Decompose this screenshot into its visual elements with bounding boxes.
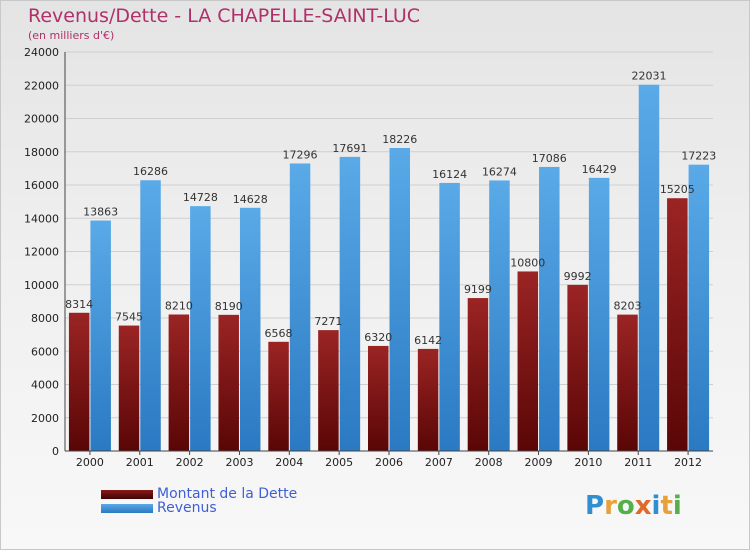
bar-revenus xyxy=(140,180,161,452)
data-label-dette: 10800 xyxy=(510,256,545,269)
bar-dette xyxy=(667,198,688,451)
data-label-dette: 6142 xyxy=(414,334,442,347)
y-tick-label: 10000 xyxy=(24,279,59,292)
bar-revenus xyxy=(239,207,261,451)
data-label-revenus: 22031 xyxy=(631,70,666,83)
bar-dette xyxy=(118,325,140,451)
logo-letter: x xyxy=(634,491,652,521)
y-tick-label: 14000 xyxy=(24,212,59,225)
data-label-revenus: 17086 xyxy=(532,152,567,165)
bar-dette xyxy=(168,314,190,451)
y-tick-label: 20000 xyxy=(24,113,59,126)
bar-revenus xyxy=(489,180,510,451)
chart-title: Revenus/Dette - LA CHAPELLE-SAINT-LUC xyxy=(28,5,421,27)
x-tick-label: 2008 xyxy=(475,456,503,469)
bar-dette xyxy=(318,330,339,451)
bar-dette xyxy=(368,345,389,451)
legend-swatch-revenus xyxy=(101,503,153,513)
logo-letter: i xyxy=(672,491,682,521)
data-label-dette: 8210 xyxy=(165,300,193,313)
legend-swatch-dette xyxy=(101,489,153,499)
x-tick-label: 2011 xyxy=(624,456,652,469)
logo-letter: r xyxy=(604,491,617,521)
x-tick-label: 2012 xyxy=(674,456,702,469)
bar-revenus xyxy=(539,166,560,451)
bar-dette xyxy=(417,348,439,451)
bar-dette xyxy=(617,314,638,451)
y-tick-label: 8000 xyxy=(31,312,59,325)
x-tick-label: 2002 xyxy=(176,456,204,469)
bar-revenus xyxy=(90,220,111,451)
data-label-revenus: 17223 xyxy=(681,150,716,163)
logo-letter: P xyxy=(585,491,605,521)
y-tick-label: 12000 xyxy=(24,246,59,259)
bar-revenus xyxy=(389,147,410,452)
proxiti-logo: Proxiti xyxy=(585,491,682,521)
data-label-dette: 8190 xyxy=(215,300,243,313)
data-label-revenus: 17296 xyxy=(283,148,318,161)
legend: Montant de la Dette Revenus xyxy=(101,487,297,515)
x-tick-label: 2004 xyxy=(275,456,303,469)
y-tick-label: 6000 xyxy=(31,345,59,358)
bar-revenus xyxy=(289,163,311,452)
x-tick-label: 2010 xyxy=(574,456,602,469)
data-label-revenus: 16286 xyxy=(133,165,168,178)
x-tick-label: 2000 xyxy=(76,456,104,469)
data-label-dette: 9199 xyxy=(464,283,492,296)
bar-dette xyxy=(467,298,489,451)
bar-dette xyxy=(268,341,289,451)
data-label-dette: 8314 xyxy=(65,298,93,311)
bar-revenus xyxy=(588,177,610,452)
data-label-dette: 15205 xyxy=(660,183,695,196)
data-label-revenus: 18226 xyxy=(382,133,417,146)
x-tick-label: 2009 xyxy=(525,456,553,469)
legend-label-revenus: Revenus xyxy=(157,500,217,516)
logo-letter: o xyxy=(616,491,635,521)
data-label-revenus: 17691 xyxy=(332,142,367,155)
y-tick-label: 4000 xyxy=(31,379,59,392)
x-tick-label: 2007 xyxy=(425,456,453,469)
data-label-revenus: 16124 xyxy=(432,168,467,181)
y-tick-label: 24000 xyxy=(24,46,59,59)
chart-subtitle: (en milliers d'€) xyxy=(28,29,115,42)
bar-revenus xyxy=(688,164,710,452)
data-label-revenus: 16274 xyxy=(482,165,517,178)
data-label-dette: 8203 xyxy=(613,300,641,313)
x-tick-label: 2006 xyxy=(375,456,403,469)
x-tick-label: 2003 xyxy=(225,456,253,469)
y-tick-label: 18000 xyxy=(24,146,59,159)
bar-revenus xyxy=(439,182,460,451)
data-label-dette: 6320 xyxy=(364,331,392,344)
data-label-dette: 7271 xyxy=(314,315,342,328)
bar-dette xyxy=(567,284,588,451)
data-label-dette: 6568 xyxy=(265,327,293,340)
data-label-revenus: 13863 xyxy=(83,206,118,219)
y-tick-label: 16000 xyxy=(24,179,59,192)
bar-dette xyxy=(218,314,239,451)
data-label-revenus: 14628 xyxy=(233,193,268,206)
bar-dette xyxy=(517,271,539,451)
legend-item-revenus: Revenus xyxy=(101,501,297,515)
data-label-revenus: 16429 xyxy=(582,163,617,176)
logo-letter: i xyxy=(651,491,661,521)
data-label-dette: 7545 xyxy=(115,311,143,324)
bar-revenus xyxy=(339,156,361,451)
legend-item-dette: Montant de la Dette xyxy=(101,487,297,501)
data-label-dette: 9992 xyxy=(564,270,592,283)
y-tick-label: 2000 xyxy=(31,412,59,425)
legend-label-dette: Montant de la Dette xyxy=(157,486,298,502)
x-tick-label: 2001 xyxy=(126,456,154,469)
bar-dette xyxy=(68,312,90,451)
data-label-revenus: 14728 xyxy=(183,191,218,204)
y-tick-label: 22000 xyxy=(24,79,59,92)
x-tick-label: 2005 xyxy=(325,456,353,469)
bar-revenus xyxy=(638,84,660,452)
logo-letter: t xyxy=(660,491,673,521)
bar-revenus xyxy=(190,206,211,451)
y-tick-label: 0 xyxy=(52,445,59,458)
